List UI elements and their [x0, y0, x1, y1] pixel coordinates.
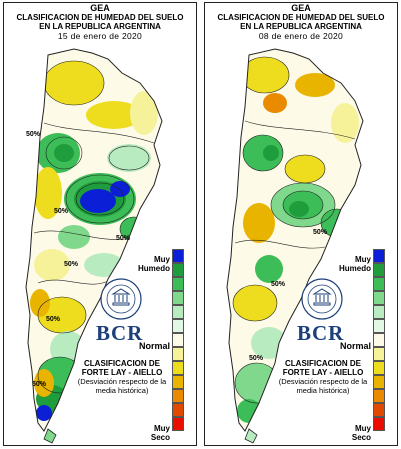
map-title-line2: EN LA REPUBLICA ARGENTINA — [39, 22, 161, 31]
legend-swatch — [373, 263, 385, 277]
map-panel-left: GEA CLASIFICACION DE HUMEDAD DEL SUELO E… — [3, 2, 197, 446]
map-title-line2: EN LA REPUBLICA ARGENTINA — [240, 22, 362, 31]
legend-swatch — [172, 291, 184, 305]
legend-normal-label: Normal — [339, 341, 371, 351]
legend-swatch — [172, 389, 184, 403]
method-caption: CLASIFICACION DE FORTE LAY - AIELLO (Des… — [70, 359, 174, 395]
map-panel-right: GEA CLASIFICACION DE HUMEDAD DEL SUELO E… — [204, 2, 398, 446]
legend-swatch — [172, 277, 184, 291]
legend-swatch — [373, 291, 385, 305]
legend-swatch — [172, 347, 184, 361]
map-date: 15 de enero de 2020 — [57, 31, 143, 41]
legend-normal-label: Normal — [138, 341, 170, 351]
soil-moisture-map — [25, 48, 163, 444]
legend-swatch — [172, 403, 184, 417]
bcr-logo: BCR — [297, 321, 345, 345]
legend-swatch — [172, 319, 184, 333]
legend-bottom-label: Muy Seco — [150, 424, 170, 442]
contour-label: 50% — [32, 381, 47, 388]
legend-swatch — [373, 361, 385, 375]
method-caption: CLASIFICACION DE FORTE LAY - AIELLO (Des… — [271, 359, 375, 395]
method-note: (Desviación respecto de la media históri… — [77, 377, 167, 395]
org-label: GEA — [90, 3, 110, 13]
legend-swatch — [172, 263, 184, 277]
legend-swatch — [373, 333, 385, 347]
contour-label: 50% — [64, 261, 79, 268]
legend-colorbar — [172, 249, 184, 443]
method-title: CLASIFICACION DE FORTE LAY - AIELLO — [81, 359, 163, 377]
contour-label: 50% — [271, 281, 286, 288]
contour-label: 50% — [116, 235, 131, 242]
legend-swatch — [373, 389, 385, 403]
legend-colorbar — [373, 249, 385, 443]
legend-top-label: Muy Humedo — [138, 255, 170, 273]
contour-label: 50% — [26, 131, 41, 138]
legend-swatch — [373, 305, 385, 319]
legend-swatch — [373, 319, 385, 333]
contour-label: 50% — [313, 229, 328, 236]
legend-swatch — [373, 347, 385, 361]
bcr-seal-icon — [301, 278, 343, 320]
method-title: CLASIFICACION DE FORTE LAY - AIELLO — [282, 359, 364, 377]
contour-label: 50% — [46, 316, 61, 323]
legend-swatch — [172, 361, 184, 375]
map-title-line1: CLASIFICACION DE HUMEDAD DEL SUELO — [217, 13, 385, 22]
legend-swatch — [373, 375, 385, 389]
method-note: (Desviación respecto de la media históri… — [278, 377, 368, 395]
legend-swatch — [172, 249, 184, 263]
soil-moisture-map — [226, 48, 364, 444]
map-header: GEA CLASIFICACION DE HUMEDAD DEL SUELO E… — [205, 3, 397, 42]
map-title-line1: CLASIFICACION DE HUMEDAD DEL SUELO — [16, 13, 184, 22]
contour-label: 50% — [54, 208, 69, 215]
legend-swatch — [373, 403, 385, 417]
legend-swatch — [172, 305, 184, 319]
legend-bottom-label: Muy Seco — [351, 424, 371, 442]
legend-swatch — [373, 417, 385, 431]
legend-swatch — [373, 277, 385, 291]
legend-top-label: Muy Humedo — [339, 255, 371, 273]
map-date: 08 de enero de 2020 — [258, 31, 344, 41]
legend-swatch — [373, 249, 385, 263]
contour-label: 50% — [249, 355, 264, 362]
bcr-logo: BCR — [96, 321, 144, 345]
bcr-seal-icon — [100, 278, 142, 320]
legend-swatch — [172, 375, 184, 389]
org-label: GEA — [291, 3, 311, 13]
legend-swatch — [172, 417, 184, 431]
map-header: GEA CLASIFICACION DE HUMEDAD DEL SUELO E… — [4, 3, 196, 42]
legend-swatch — [172, 333, 184, 347]
